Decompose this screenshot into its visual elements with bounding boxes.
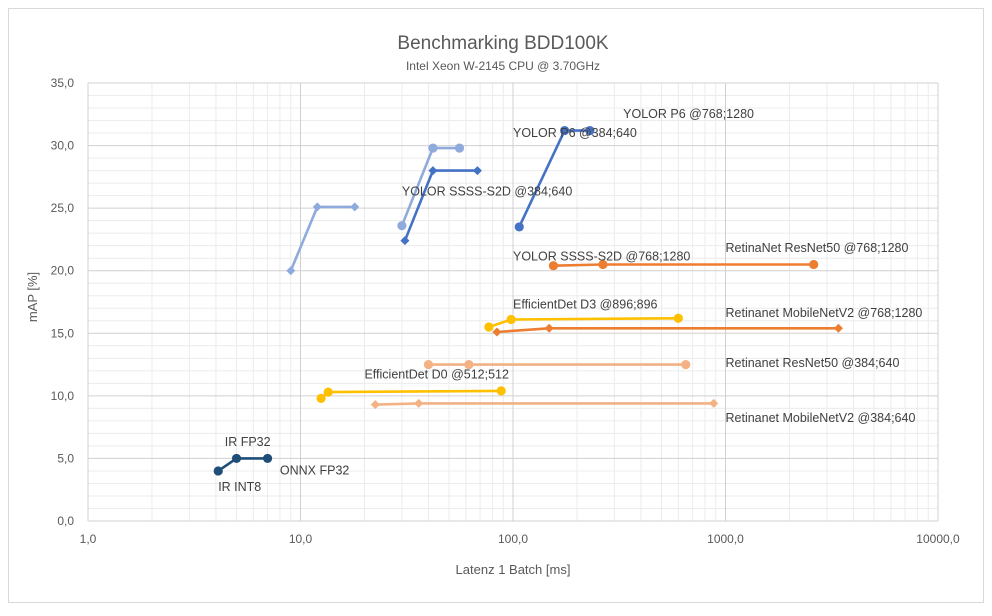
data-point-circle: [514, 222, 524, 232]
series-annotation: RetinaNet ResNet50 @768;1280: [726, 241, 909, 255]
data-point-circle: [484, 322, 494, 332]
data-point-diamond: [350, 202, 360, 212]
series-annotation: IR FP32: [225, 435, 271, 449]
axis-ticks: 1,0 10,0 100,0 1000,0 10000,0 0,0 5,0 10,0 15,0 2…: [51, 76, 960, 546]
series-annotation: Retinanet MobileNetV2 @768;1280: [726, 306, 923, 320]
x-tick-label: 10000,0: [916, 532, 960, 546]
data-point-circle: [673, 313, 683, 323]
y-tick-label: 25,0: [51, 201, 75, 215]
series-group: [400, 166, 482, 246]
series-annotation: EfficientDet D3 @896;896: [513, 297, 658, 311]
chart-border: [8, 8, 984, 603]
series-group: [397, 143, 465, 231]
series-line: [375, 402, 714, 406]
data-point-diamond: [544, 323, 554, 333]
data-point-diamond: [492, 327, 502, 337]
y-tick-label: 5,0: [57, 451, 74, 465]
data-point-circle: [323, 387, 333, 397]
series-annotation: Retinanet ResNet50 @384;640: [726, 356, 900, 370]
data-point-diamond: [833, 323, 843, 333]
series-group: [484, 313, 683, 332]
data-point-circle: [316, 393, 326, 403]
y-tick-label: 15,0: [51, 326, 75, 340]
series-annotation: Retinanet MobileNetV2 @384;640: [726, 411, 916, 425]
x-tick-label: 10,0: [289, 532, 313, 546]
data-point-diamond: [400, 236, 410, 246]
data-point-circle: [454, 143, 465, 153]
data-point-diamond: [370, 400, 380, 410]
series-group: [423, 359, 691, 370]
data-point-circle: [428, 143, 438, 153]
data-point-circle: [231, 453, 242, 464]
series-group: [286, 202, 360, 276]
series-annotation: YOLOR SSSS-S2D @768;1280: [513, 250, 690, 264]
series-group: [548, 259, 819, 271]
series-group: [213, 453, 273, 476]
data-point-circle: [506, 314, 516, 325]
series-group: [316, 386, 506, 403]
data-point-circle: [548, 261, 559, 271]
y-tick-label: 35,0: [51, 76, 75, 90]
data-point-circle: [585, 125, 595, 136]
data-point-circle: [213, 466, 223, 476]
series-annotation: ONNX FP32: [280, 464, 350, 478]
y-tick-label: 20,0: [51, 264, 75, 278]
data-point-circle: [423, 359, 434, 370]
y-tick-label: 10,0: [51, 389, 75, 403]
data-point-circle: [560, 125, 570, 136]
series-annotation: YOLOR P6 @384;640: [513, 126, 637, 140]
series-group: [370, 398, 719, 410]
series-annotation: EfficientDet D0 @512;512: [364, 367, 509, 381]
data-point-circle: [598, 259, 608, 270]
series-layer: [213, 125, 843, 476]
series-line: [553, 263, 814, 267]
x-tick-label: 1000,0: [707, 532, 744, 546]
data-point-circle: [809, 259, 819, 270]
data-point-diamond: [414, 398, 424, 408]
data-point-circle: [681, 359, 691, 370]
series-group: [514, 125, 595, 232]
x-axis-label: Latenz 1 Batch [ms]: [456, 562, 571, 577]
data-point-diamond: [286, 266, 296, 276]
data-point-circle: [496, 386, 506, 396]
series-annotation: YOLOR SSSS-S2D @384;640: [402, 185, 572, 199]
series-annotation: IR INT8: [218, 480, 261, 494]
chart-subtitle: Intel Xeon W-2145 CPU @ 3.70GHz: [406, 59, 600, 73]
data-point-circle: [397, 221, 407, 231]
y-axis-label: mAP [%]: [25, 272, 40, 322]
data-point-diamond: [312, 202, 322, 212]
series-group: [492, 323, 843, 337]
major-grid: [87, 82, 939, 522]
data-point-diamond: [709, 398, 719, 408]
y-tick-label: 0,0: [57, 514, 74, 528]
x-tick-label: 100,0: [498, 532, 528, 546]
chart-title: Benchmarking BDD100K: [397, 33, 609, 54]
series-annotation: YOLOR P6 @768;1280: [623, 107, 754, 121]
data-point-circle: [262, 453, 273, 464]
data-point-diamond: [428, 166, 438, 176]
data-point-circle: [464, 359, 474, 370]
x-tick-label: 1,0: [80, 532, 97, 546]
y-tick-label: 30,0: [51, 139, 75, 153]
data-point-diamond: [472, 166, 482, 176]
annotation-layer: YOLOR P6 @768;1280 YOLOR P6 @384;640 YOLOR…: [218, 107, 922, 494]
